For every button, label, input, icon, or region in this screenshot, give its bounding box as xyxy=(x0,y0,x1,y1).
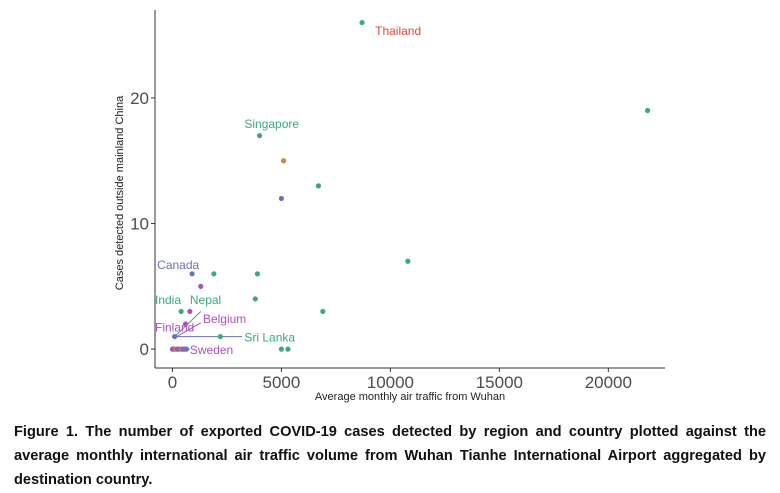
plot-panel xyxy=(154,10,665,369)
data-point xyxy=(183,346,189,352)
country-labels: Thailand Singapore Canada India Nepal Belgium… xyxy=(155,24,421,357)
data-point xyxy=(278,346,285,352)
data-point xyxy=(254,271,261,277)
data-point xyxy=(189,271,195,277)
data-point xyxy=(211,271,217,277)
x-tick-label: 15000 xyxy=(476,373,523,392)
data-point xyxy=(187,308,193,315)
figure-caption: Figure 1. The number of exported COVID-1… xyxy=(14,424,766,488)
country-label: Sweden xyxy=(190,343,233,357)
data-point xyxy=(285,346,291,352)
data-point xyxy=(217,333,223,340)
data-point xyxy=(172,333,178,340)
data-point xyxy=(178,308,184,315)
country-label: Finland xyxy=(155,321,194,335)
country-label: Canada xyxy=(157,258,199,272)
country-label: Nepal xyxy=(190,293,221,307)
country-label: Singapore xyxy=(244,117,299,131)
country-label: India xyxy=(155,293,181,307)
country-label: Thailand xyxy=(375,24,421,38)
x-tick-label: 5000 xyxy=(262,373,300,392)
y-tick-label: 20 xyxy=(130,89,149,108)
data-point xyxy=(315,183,322,189)
y-tick-label: 10 xyxy=(130,215,149,234)
axis-ticks: 0 5000 10000 15000 20000 0 10 20 xyxy=(130,89,632,392)
data-point xyxy=(257,133,263,139)
x-tick-label: 0 xyxy=(168,373,177,392)
country-label: Sri Lanka xyxy=(244,331,295,345)
scatter-chart: 0 5000 10000 15000 20000 0 10 20 Thailand Singap… xyxy=(114,10,665,403)
data-points xyxy=(169,19,651,352)
data-point xyxy=(320,308,326,315)
data-point xyxy=(198,283,204,289)
leader-line xyxy=(176,322,202,338)
y-tick-label: 0 xyxy=(140,340,149,359)
data-point xyxy=(182,321,189,327)
data-point xyxy=(405,258,411,264)
data-point xyxy=(252,296,258,302)
y-axis-title: Cases detected outside mainland China xyxy=(114,95,126,290)
data-point xyxy=(280,158,287,164)
data-point xyxy=(278,195,285,202)
x-tick-label: 20000 xyxy=(585,373,632,392)
data-point xyxy=(644,107,651,114)
x-tick-label: 10000 xyxy=(367,373,414,392)
data-point xyxy=(359,19,365,26)
country-label: Belgium xyxy=(203,312,246,326)
x-axis-title: Average monthly air traffic from Wuhan xyxy=(315,391,505,403)
